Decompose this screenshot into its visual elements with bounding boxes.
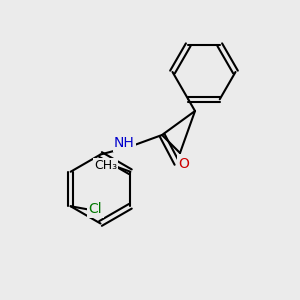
Text: O: O: [178, 157, 189, 170]
Text: Cl: Cl: [89, 202, 102, 216]
Text: CH₃: CH₃: [94, 159, 117, 172]
Text: NH: NH: [114, 136, 135, 150]
